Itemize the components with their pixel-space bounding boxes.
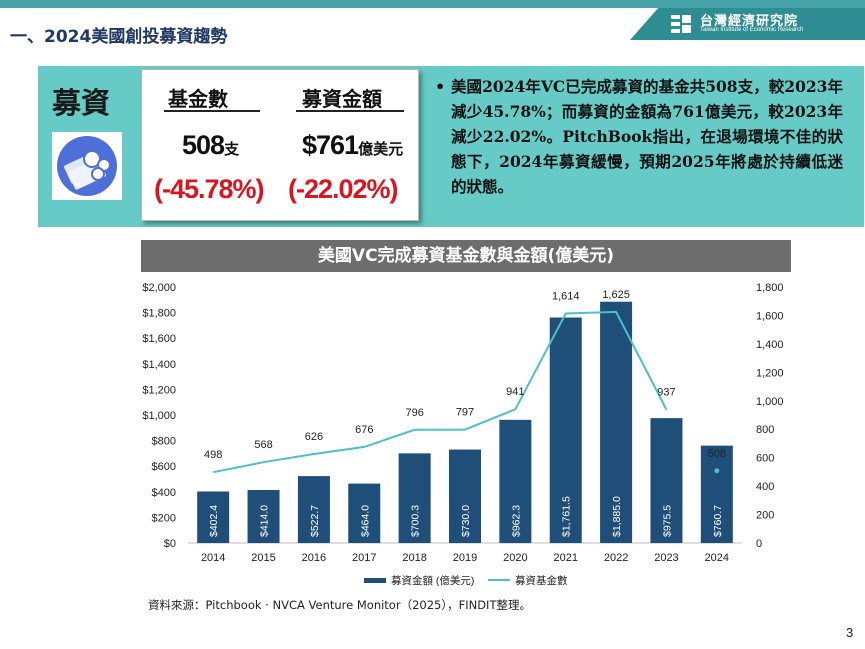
y-left-tick-label: $1,400 (142, 359, 176, 371)
fund-amount-change: (-22.02%) (288, 174, 399, 204)
y-left-tick-label: $1,600 (142, 333, 176, 345)
bar-value-label: $962.3 (510, 505, 522, 537)
legend-bar-swatch (364, 578, 386, 583)
line-point (714, 468, 720, 474)
x-tick-label: 2018 (402, 552, 426, 564)
bar (549, 317, 582, 543)
x-tick-label: 2021 (553, 552, 577, 564)
bar (348, 483, 381, 543)
bar-value-label: $522.7 (309, 505, 321, 537)
bar (600, 301, 633, 543)
y-left-tick-label: $800 (152, 436, 176, 448)
fund-count-change: (-45.78%) (154, 174, 265, 204)
y-left-tick-label: $1,800 (142, 308, 176, 320)
x-tick-label: 2019 (453, 552, 477, 564)
metrics-card: 基金數 募資金額 508支 $761億美元 (-45.78%) (-22.02%… (141, 69, 419, 221)
y-right-tick-label: 1,200 (756, 367, 784, 379)
fund-count-value: 508支 (182, 130, 240, 160)
y-right-tick-label: 1,600 (756, 310, 784, 322)
bar (700, 445, 733, 543)
brand-banner: 台灣經濟研究院 Taiwan Institute of Economic Res… (630, 8, 865, 40)
y-left-tick-label: $600 (152, 461, 176, 473)
x-tick-label: 2016 (302, 552, 326, 564)
bar (650, 418, 683, 543)
bar (297, 476, 330, 543)
fund-count-label: 基金數 (168, 87, 228, 111)
x-tick-label: 2017 (352, 552, 376, 564)
section-label: 募資 (52, 86, 111, 120)
bar (197, 491, 230, 543)
fund-amount-value: $761億美元 (302, 130, 404, 160)
line-value-label: 937 (657, 387, 675, 399)
y-left-tick-label: $1,200 (142, 384, 176, 396)
page-title: 一、2024美國創投募資趨勢 (10, 27, 228, 47)
chart-title: 美國VC完成募資基金數與金額(億美元) (141, 240, 791, 272)
line-series (213, 310, 668, 474)
summary-bullet: 美國2024年VC已完成募資的基金共508支，較2023年減少45.78%；而募… (433, 74, 843, 199)
bar (398, 453, 431, 543)
bar-value-label: $464.0 (359, 505, 371, 537)
bar-value-label: $1,885.0 (611, 496, 623, 537)
page-number: 3 (846, 625, 854, 640)
line-value-label: 796 (405, 407, 423, 419)
y-right-tick-label: 1,000 (756, 396, 784, 408)
bar-value-label: $402.4 (208, 505, 220, 537)
y-left-tick-label: $0 (164, 538, 176, 550)
bar-value-label: $414.0 (259, 505, 271, 537)
line-value-label: 498 (204, 449, 222, 461)
brand-name: 台灣經濟研究院 (700, 14, 799, 29)
bar-value-label: $1,761.5 (561, 496, 573, 537)
bar (449, 449, 481, 543)
line-value-label: 797 (456, 407, 474, 419)
line-value-label: 941 (506, 386, 524, 398)
y-right-tick-label: 200 (756, 510, 774, 522)
line-value-label: 568 (254, 439, 272, 451)
bar-value-label: $760.7 (712, 505, 724, 537)
x-tick-label: 2014 (201, 552, 225, 564)
line-value-label: 1,614 (552, 290, 580, 302)
bar (499, 419, 532, 543)
legend-bar-label: 募資金額 (億美元) (391, 574, 474, 587)
tier-logo-icon (671, 15, 691, 33)
line-value-label: 676 (355, 424, 373, 436)
x-tick-label: 2023 (654, 552, 678, 564)
divider (164, 110, 260, 112)
legend-line-label: 募資基金數 (515, 574, 568, 587)
line-value-label: 1,625 (602, 289, 630, 301)
divider (296, 110, 404, 112)
y-right-tick-label: 1,400 (756, 339, 784, 351)
x-tick-label: 2022 (604, 552, 628, 564)
brand-name-en: Taiwan Institute of Economic Research (700, 27, 804, 33)
x-tick-label: 2020 (503, 552, 527, 564)
y-left-tick-label: $200 (152, 512, 176, 524)
y-right-tick-label: 800 (756, 424, 774, 436)
y-left-tick-label: $2,000 (142, 282, 176, 294)
line-value-label: 508 (708, 448, 726, 460)
line-value-label: 626 (305, 431, 323, 443)
y-right-tick-label: 400 (756, 481, 774, 493)
money-icon (52, 132, 122, 200)
y-right-tick-label: 0 (756, 538, 762, 550)
x-tick-label: 2024 (705, 552, 729, 564)
fund-amount-label: 募資金額 (302, 87, 382, 111)
y-right-tick-label: 600 (756, 453, 774, 465)
bar-value-label: $730.0 (460, 505, 472, 537)
bar (247, 490, 280, 543)
bar-value-label: $975.5 (661, 505, 673, 537)
y-right-tick-label: 1,800 (756, 282, 784, 294)
bar-value-label: $700.3 (410, 505, 422, 537)
top-band (0, 0, 865, 8)
y-left-tick-label: $400 (152, 487, 176, 499)
source-note: 資料來源：Pitchbook · NVCA Venture Monitor（20… (148, 598, 531, 612)
y-left-tick-label: $1,000 (142, 410, 176, 422)
x-tick-label: 2015 (251, 552, 275, 564)
